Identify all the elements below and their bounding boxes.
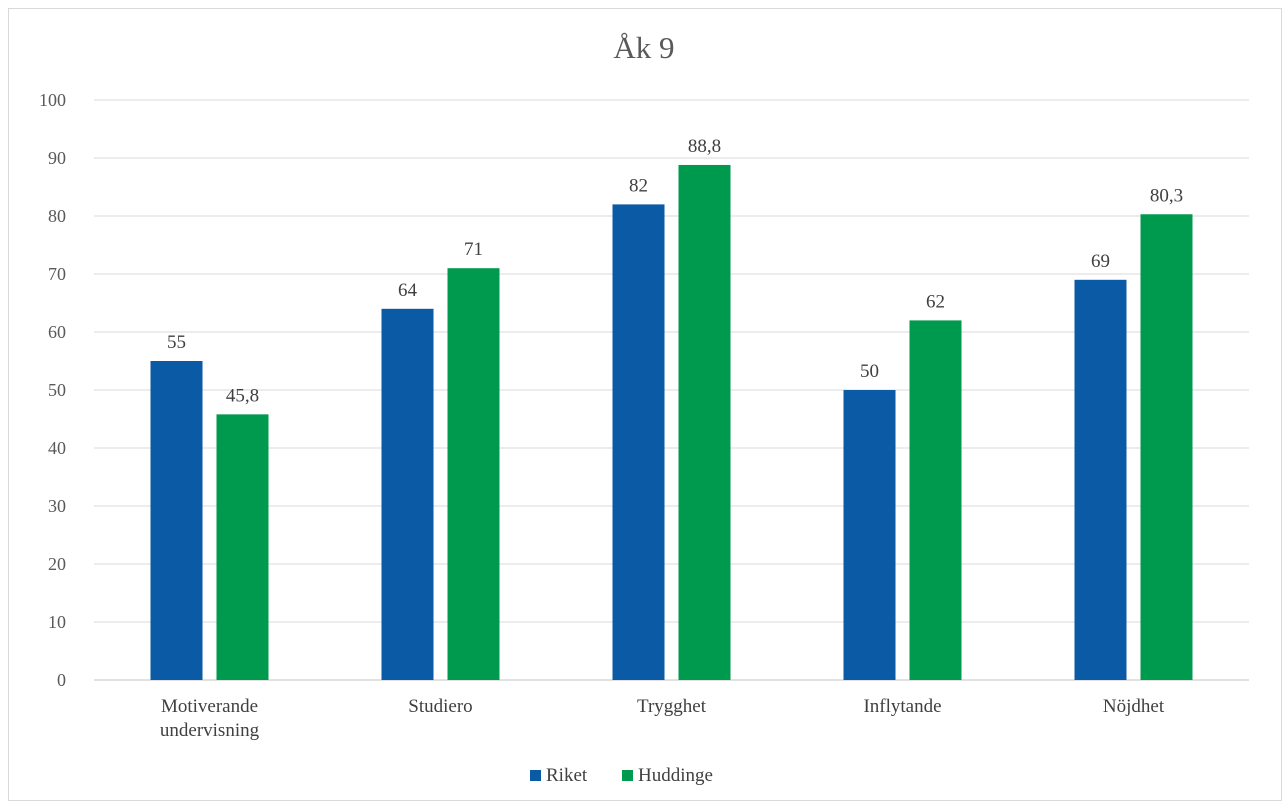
bar-riket-4	[1074, 279, 1127, 680]
bars	[150, 164, 1193, 680]
y-tick-label: 0	[57, 670, 66, 690]
y-tick-label: 50	[48, 380, 66, 400]
bar-riket-3	[843, 390, 896, 680]
legend: Riket Huddinge	[530, 765, 713, 786]
category-label: Inflytande	[863, 696, 941, 717]
data-label: 50	[860, 361, 879, 382]
y-tick-label: 20	[48, 554, 66, 574]
data-label: 82	[629, 175, 648, 196]
y-tick-label: 60	[48, 322, 66, 342]
chart-title: Åk 9	[613, 30, 674, 65]
legend-swatch-riket	[530, 770, 541, 781]
bar-huddinge-3	[909, 320, 962, 680]
y-tick-label: 40	[48, 438, 66, 458]
bar-riket-1	[381, 308, 434, 680]
data-label: 88,8	[688, 136, 721, 157]
bar-huddinge-0	[216, 414, 269, 680]
data-label: 62	[926, 291, 945, 312]
data-label: 45,8	[226, 385, 259, 406]
y-axis-ticks: 0 10 20 30 40 50 60 70 80 90 100	[39, 90, 66, 690]
data-label: 80,3	[1150, 185, 1183, 206]
category-label: Trygghet	[637, 696, 707, 717]
category-label: Motiverande	[161, 696, 258, 717]
y-tick-label: 70	[48, 264, 66, 284]
data-label: 55	[167, 332, 186, 353]
legend-label: Riket	[546, 765, 588, 786]
y-tick-label: 100	[39, 90, 66, 110]
category-label: undervisning	[160, 720, 260, 741]
data-label: 69	[1091, 251, 1110, 272]
data-label: 71	[464, 239, 483, 260]
y-tick-label: 90	[48, 148, 66, 168]
y-tick-label: 30	[48, 496, 66, 516]
category-label: Nöjdhet	[1103, 696, 1165, 717]
data-label: 64	[398, 280, 418, 301]
y-tick-label: 10	[48, 612, 66, 632]
y-tick-label: 80	[48, 206, 66, 226]
legend-label: Huddinge	[638, 765, 713, 786]
bar-huddinge-2	[678, 164, 731, 680]
gridlines	[94, 99, 1249, 681]
x-axis-categories: Motiverande undervisning Studiero Trygghet I…	[160, 696, 1165, 741]
bar-huddinge-4	[1140, 214, 1193, 680]
legend-swatch-huddinge	[622, 770, 633, 781]
bar-huddinge-1	[447, 268, 500, 680]
category-label: Studiero	[408, 696, 472, 717]
bar-riket-0	[150, 361, 203, 680]
data-labels: 55 45,8 64 71 82 88,8 50 62 69 80,3	[167, 136, 1183, 406]
bar-riket-2	[612, 204, 665, 680]
